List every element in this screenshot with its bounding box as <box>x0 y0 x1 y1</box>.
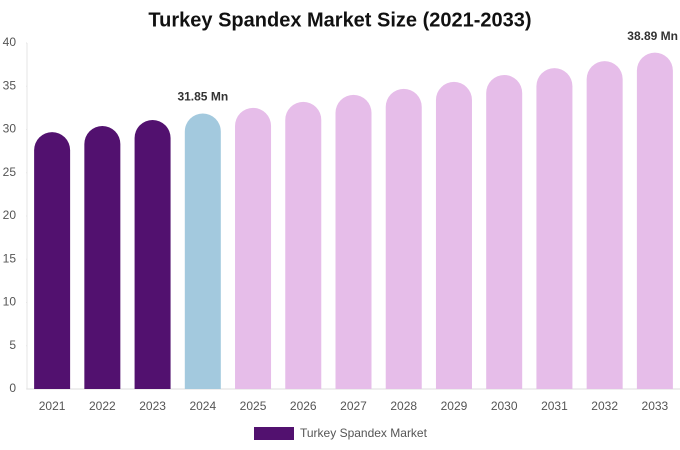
bar <box>335 94 372 389</box>
y-tick-label: 0 <box>9 381 16 395</box>
y-tick-label: 5 <box>9 338 16 352</box>
bar <box>536 68 573 390</box>
bar <box>435 81 472 390</box>
bar <box>636 52 673 389</box>
y-tick-label: 35 <box>3 78 17 92</box>
legend-swatch <box>254 427 294 440</box>
x-tick-label: 2026 <box>290 399 317 413</box>
bar <box>134 119 171 390</box>
bar <box>84 126 121 390</box>
x-tick-label: 2028 <box>390 399 417 413</box>
x-tick-label: 2032 <box>591 399 618 413</box>
x-tick-label: 2023 <box>139 399 166 413</box>
bar <box>34 132 71 389</box>
value-label: 38.89 Mn <box>627 29 678 43</box>
y-tick-label: 15 <box>3 251 17 265</box>
bar <box>486 75 523 389</box>
bar <box>235 107 272 390</box>
x-tick-label: 2031 <box>541 399 568 413</box>
x-tick-label: 2021 <box>39 399 66 413</box>
legend-label: Turkey Spandex Market <box>300 426 428 440</box>
y-tick-label: 20 <box>3 208 17 222</box>
y-tick-label: 40 <box>3 35 17 49</box>
bar <box>385 88 422 389</box>
chart-title: Turkey Spandex Market Size (2021-2033) <box>148 9 531 31</box>
x-tick-label: 2033 <box>642 399 669 413</box>
x-tick-label: 2022 <box>89 399 116 413</box>
y-tick-label: 10 <box>3 295 17 309</box>
value-label: 31.85 Mn <box>177 90 228 104</box>
x-tick-label: 2024 <box>189 399 216 413</box>
x-tick-label: 2027 <box>340 399 367 413</box>
x-tick-label: 2025 <box>240 399 267 413</box>
x-tick-label: 2030 <box>491 399 518 413</box>
bar <box>285 101 322 389</box>
y-tick-label: 25 <box>3 165 17 179</box>
y-tick-label: 30 <box>3 122 17 136</box>
bar <box>184 113 221 389</box>
bar <box>586 61 623 389</box>
x-tick-label: 2029 <box>441 399 468 413</box>
